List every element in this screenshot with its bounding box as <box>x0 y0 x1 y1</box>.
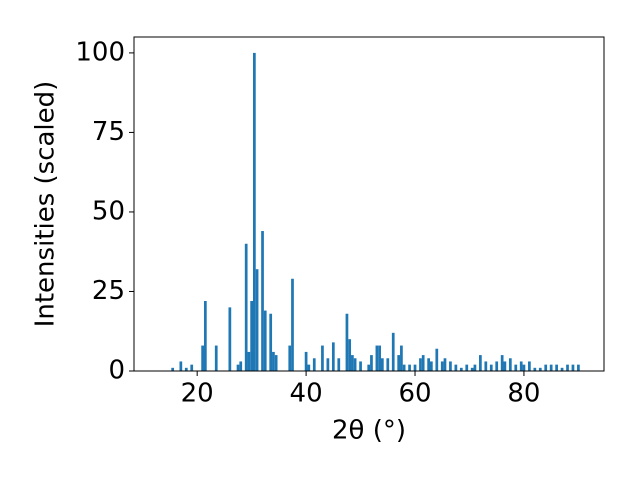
bar <box>508 358 512 371</box>
bar <box>269 313 273 371</box>
bar <box>321 345 324 371</box>
bar <box>378 345 381 371</box>
bar <box>449 361 452 371</box>
bar <box>274 355 278 371</box>
x-tick-label: 40 <box>290 379 323 409</box>
bar <box>427 358 430 371</box>
bar <box>291 278 294 371</box>
bar <box>571 364 575 371</box>
bar <box>353 358 357 371</box>
bar <box>312 358 316 371</box>
bar <box>239 361 243 371</box>
bar <box>549 364 553 371</box>
bar <box>244 243 248 371</box>
bar <box>440 361 444 371</box>
bar <box>465 364 469 371</box>
bar <box>454 364 458 371</box>
bar <box>443 358 447 371</box>
bar <box>255 269 259 371</box>
x-tick-label: 60 <box>398 379 431 409</box>
bar <box>544 364 548 371</box>
bar <box>435 348 439 371</box>
bar <box>272 351 275 371</box>
bar <box>250 301 253 371</box>
bar <box>214 345 218 371</box>
bar <box>236 364 240 371</box>
bar <box>413 364 417 371</box>
x-tick-label: 20 <box>181 379 214 409</box>
bar <box>331 342 335 371</box>
y-axis-label: Intensities (scaled) <box>31 81 61 328</box>
y-tick-label: 0 <box>108 356 125 386</box>
y-tick-label: 25 <box>92 276 125 306</box>
bar <box>470 367 474 371</box>
bar <box>408 364 411 371</box>
bar <box>304 351 308 371</box>
bar <box>351 355 354 371</box>
bar <box>367 364 371 371</box>
bar <box>503 361 507 371</box>
bar <box>500 355 504 371</box>
bar <box>307 364 311 371</box>
bar <box>201 345 204 371</box>
bar <box>359 361 362 371</box>
bar <box>538 367 542 371</box>
bar <box>370 355 373 371</box>
bar <box>247 351 251 371</box>
bar <box>577 364 580 371</box>
bar <box>495 361 499 371</box>
bar <box>337 358 341 371</box>
bar <box>203 301 207 371</box>
bar <box>459 367 463 371</box>
bar <box>419 358 422 371</box>
plot-frame <box>133 36 605 372</box>
bar <box>489 364 493 371</box>
bar <box>380 358 384 371</box>
bar <box>402 364 406 371</box>
bar <box>479 355 482 371</box>
bar <box>261 231 264 371</box>
x-axis-label: 2θ (°) <box>332 416 406 446</box>
bar <box>514 364 518 371</box>
bar <box>397 355 401 371</box>
bar <box>566 364 569 371</box>
bar <box>528 361 531 371</box>
bar <box>533 367 537 371</box>
bar <box>391 332 395 371</box>
bar <box>171 367 175 371</box>
y-tick-label: 75 <box>92 117 125 147</box>
y-tick-label: 50 <box>92 196 125 226</box>
y-tick-label: 100 <box>75 37 125 67</box>
bar <box>288 345 292 371</box>
bar <box>263 310 267 371</box>
bar <box>184 367 188 371</box>
bar <box>555 364 558 371</box>
bar <box>519 361 523 371</box>
x-tick-label: 80 <box>507 379 540 409</box>
bar <box>429 361 433 371</box>
bar <box>386 358 390 371</box>
bar <box>252 52 256 372</box>
bar <box>560 367 564 371</box>
bar <box>345 313 349 371</box>
bar <box>179 361 183 371</box>
bar <box>484 361 488 371</box>
bar <box>348 339 352 371</box>
bar <box>326 358 330 371</box>
bar <box>421 355 425 371</box>
bar <box>522 364 526 371</box>
bar <box>400 345 403 371</box>
bar <box>190 364 194 371</box>
bar <box>473 364 477 371</box>
bar <box>228 307 232 371</box>
bar <box>375 345 379 371</box>
